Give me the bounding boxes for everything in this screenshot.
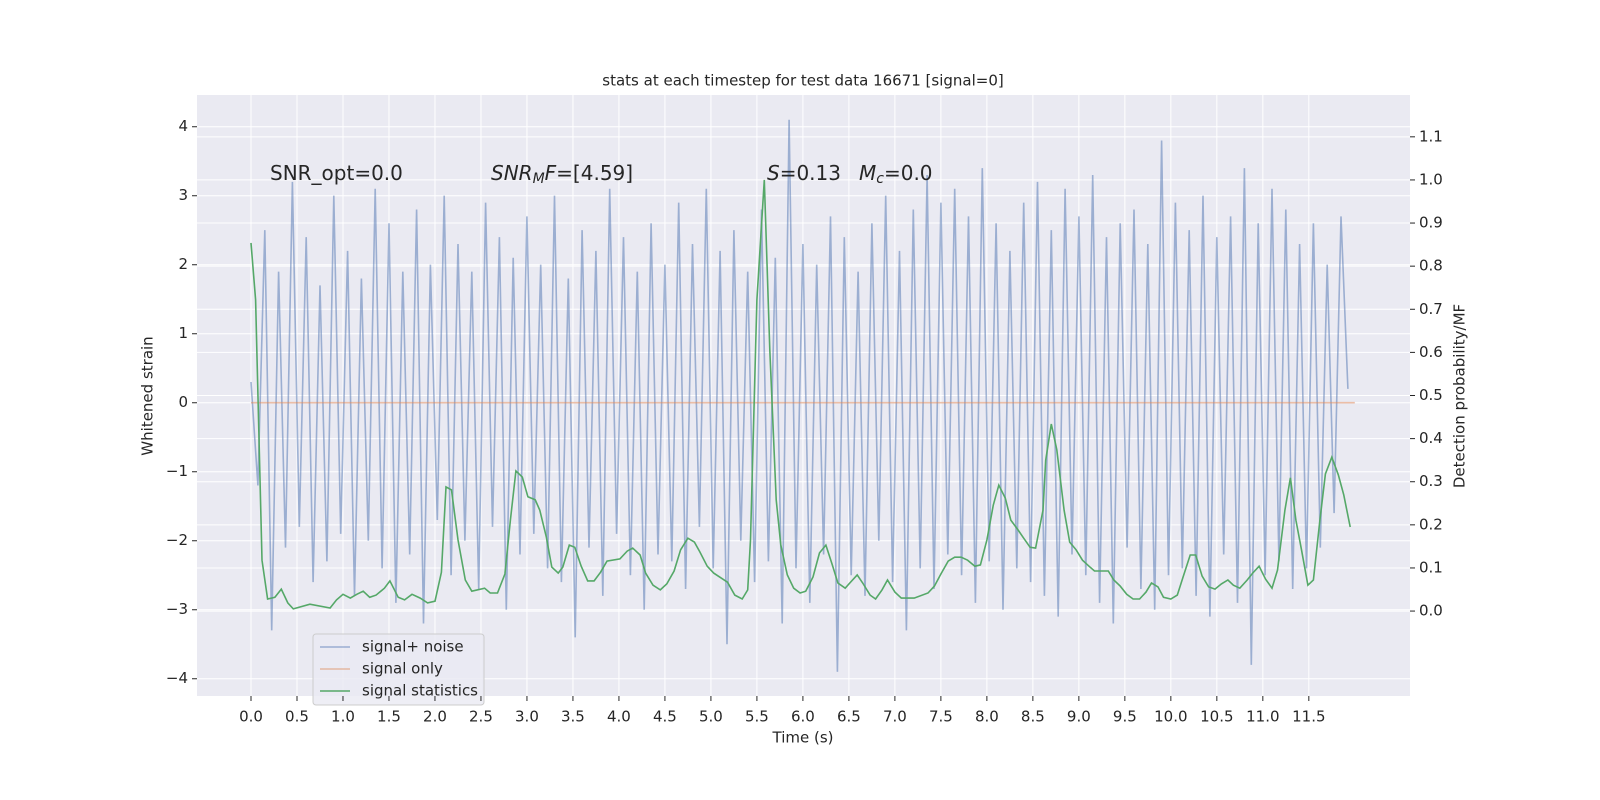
y2-tick-label: 0.6 — [1419, 343, 1443, 361]
y2-tick-label: 0.4 — [1419, 429, 1443, 447]
annotation-sub: M — [533, 171, 545, 187]
x-tick-label: 2.0 — [423, 708, 447, 726]
legend-box — [312, 633, 485, 706]
x-tick-label: 7.5 — [929, 708, 953, 726]
y2-tick-label: 0.1 — [1419, 558, 1443, 576]
y-tick-label: −4 — [166, 669, 188, 687]
series-line — [250, 119, 1349, 672]
x-tick-label: 9.5 — [1113, 708, 1137, 726]
x-tick-label: 6.5 — [837, 708, 861, 726]
annotation: Mc=0.0 — [859, 161, 933, 188]
annotation-sub: c — [876, 171, 884, 187]
annotation-text: SNR_opt=0.0 — [270, 161, 403, 185]
x-tick-label: 5.0 — [699, 708, 723, 726]
y2-tick-label: 0.8 — [1419, 257, 1443, 275]
x-tick-label: 3.0 — [515, 708, 539, 726]
x-tick-label: 10.0 — [1154, 708, 1187, 726]
y-tick-label: −3 — [166, 600, 188, 618]
y-tick-label: 0 — [178, 393, 188, 411]
y2-tick-label: 0.3 — [1419, 472, 1443, 490]
y-tick-label: 4 — [178, 117, 188, 135]
x-tick-label: 3.5 — [561, 708, 585, 726]
y2-tick-label: 0.2 — [1419, 515, 1443, 533]
annotation-text: S — [767, 161, 780, 185]
y-tick-label: 2 — [178, 255, 188, 273]
annotation-text: =0.13 — [780, 161, 841, 185]
x-tick-label: 1.0 — [331, 708, 355, 726]
annotation: S=0.13 — [767, 161, 841, 185]
y2-tick-label: 0.9 — [1419, 214, 1443, 232]
x-tick-label: 0.5 — [285, 708, 309, 726]
x-tick-label: 7.0 — [883, 708, 907, 726]
x-tick-label: 4.5 — [653, 708, 677, 726]
y2-tick-label: 0.7 — [1419, 300, 1443, 318]
x-tick-label: 11.5 — [1292, 708, 1325, 726]
annotation: SNRMF=[4.59] — [491, 161, 633, 188]
y2-tick-label: 1.1 — [1419, 127, 1443, 145]
annotation-text: M — [859, 161, 876, 185]
y-tick-label: 3 — [178, 186, 188, 204]
annotation-text: =[4.59] — [556, 161, 633, 185]
legend: signal+ noise signal only signal statistic… — [312, 633, 485, 706]
y-tick-label: 1 — [178, 324, 188, 342]
y2-axis-label: Detection probability/MF — [1451, 304, 1469, 488]
x-tick-label: 11.0 — [1246, 708, 1279, 726]
x-tick-label: 8.0 — [975, 708, 999, 726]
series-line — [250, 179, 1351, 610]
y2-tick-label: 0.5 — [1419, 386, 1443, 404]
x-tick-label: 2.5 — [469, 708, 493, 726]
annotation-text: F — [545, 161, 557, 185]
x-tick-label: 0.0 — [239, 708, 263, 726]
y2-tick-label: 1.0 — [1419, 170, 1443, 188]
x-tick-label: 1.5 — [377, 708, 401, 726]
y2-tick-label: 0.0 — [1419, 602, 1443, 620]
x-tick-label: 9.0 — [1067, 708, 1091, 726]
x-tick-label: 4.0 — [607, 708, 631, 726]
y-axis-label: Whitened strain — [139, 336, 157, 455]
annotation: SNR_opt=0.0 — [270, 161, 403, 185]
y-tick-label: −2 — [166, 531, 188, 549]
legend-label: signal+ noise — [362, 638, 464, 656]
legend-label: signal only — [362, 660, 443, 678]
annotation-text: SNR — [491, 161, 533, 185]
x-tick-label: 5.5 — [745, 708, 769, 726]
x-axis-label: Time (s) — [772, 729, 834, 747]
y-tick-label: −1 — [166, 462, 188, 480]
legend-label: signal statistics — [362, 682, 478, 700]
annotation-text: =0.0 — [884, 161, 933, 185]
x-tick-label: 6.0 — [791, 708, 815, 726]
x-tick-label: 10.5 — [1200, 708, 1233, 726]
chart-title: stats at each timestep for test data 166… — [602, 72, 1003, 90]
x-tick-label: 8.5 — [1021, 708, 1045, 726]
